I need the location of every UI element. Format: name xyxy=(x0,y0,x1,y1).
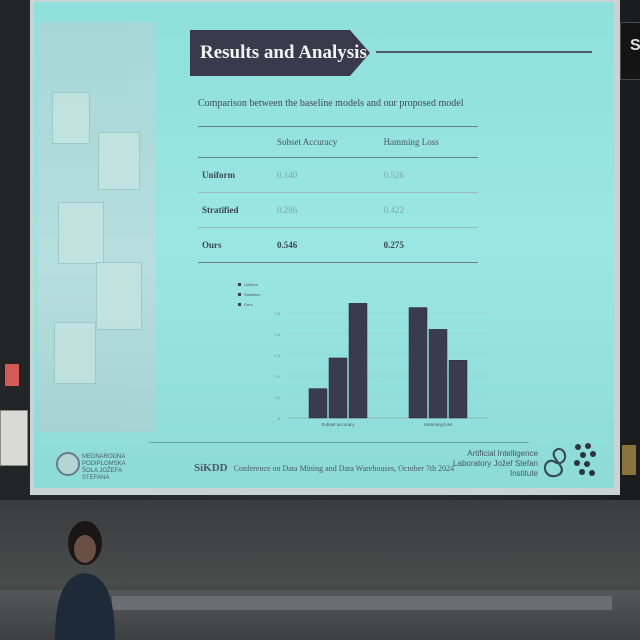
slide-footer: SiKDD Conference on Data Mining and Data… xyxy=(194,462,454,474)
institute-dots-icon xyxy=(574,443,596,476)
bar-stratified-0 xyxy=(328,357,348,419)
footer-rule xyxy=(149,442,529,443)
conference-text: Conference on Data Mining and Data Wareh… xyxy=(233,464,455,473)
table-header-cell: Subset Accuracy xyxy=(273,126,380,158)
decor-document xyxy=(58,202,104,264)
y-tick-label: 0.2 xyxy=(274,374,280,379)
projected-slide: Results and Analysis Comparison between … xyxy=(34,2,614,488)
bar-ours-0 xyxy=(348,303,368,419)
bar-uniform-0 xyxy=(308,388,328,419)
bar-ours-1 xyxy=(448,360,468,419)
hamming-loss-cell: 0.422 xyxy=(379,192,478,228)
right-wall-item xyxy=(622,445,636,475)
y-tick-label: 0.4 xyxy=(274,332,280,337)
conference-abbrev: SiKDD xyxy=(194,462,228,474)
bar-uniform-1 xyxy=(408,307,428,419)
y-tick-label: 0.5 xyxy=(274,311,280,316)
school-seal-icon xyxy=(56,452,80,476)
corner-label-box: S xyxy=(620,22,640,80)
corner-label: S xyxy=(630,37,640,54)
bench-rail xyxy=(112,596,612,610)
table-header-row: Subset Accuracy Hamming Loss xyxy=(198,126,478,158)
school-name: MEDNARODNA PODIPLOMSKA ŠOLA JOŽEFA STEFA… xyxy=(82,454,126,481)
table-row: Uniform 0.140 0.526 xyxy=(198,157,478,193)
results-table: Subset Accuracy Hamming Loss Uniform 0.1… xyxy=(198,126,478,263)
wall-exit-sign xyxy=(5,364,19,386)
slide-title: Results and Analysis xyxy=(200,42,367,63)
legend-swatch xyxy=(238,293,241,296)
decor-document xyxy=(52,92,90,144)
slide-left-decor-strip xyxy=(38,22,156,432)
subset-accuracy-cell: 0.286 xyxy=(273,192,380,228)
wall-notice xyxy=(0,410,28,466)
table-header-cell xyxy=(198,126,273,158)
decor-document xyxy=(98,132,140,190)
row-label: Ours xyxy=(198,227,273,263)
x-tick-label: Hamming loss xyxy=(424,422,453,427)
hamming-loss-cell: 0.526 xyxy=(379,157,478,193)
row-label: Stratified xyxy=(198,192,273,228)
lab-name: Artificial Intelligence Laboratory Jožef… xyxy=(453,449,538,478)
slide-subtitle: Comparison between the baseline models a… xyxy=(198,98,464,109)
title-banner-arrow xyxy=(350,30,370,76)
y-tick-label: 0 xyxy=(278,416,281,421)
row-label: Uniform xyxy=(198,157,273,193)
title-rule xyxy=(376,51,592,53)
x-tick-label: Subset accuracy xyxy=(321,422,355,427)
y-tick-label: 0.3 xyxy=(274,353,280,358)
legend-swatch xyxy=(238,283,241,286)
hamming-loss-cell: 0.275 xyxy=(379,227,478,263)
legend-label: Ours xyxy=(244,302,253,307)
y-tick-label: 0.1 xyxy=(274,395,280,400)
legend-swatch xyxy=(238,303,241,306)
subset-accuracy-cell: 0.140 xyxy=(273,157,380,193)
bar-stratified-1 xyxy=(428,329,448,419)
subset-accuracy-cell: 0.546 xyxy=(273,227,380,263)
legend-label: Stratified xyxy=(244,292,260,297)
lab-logo-icon xyxy=(543,447,567,478)
decor-document xyxy=(96,262,142,330)
title-banner xyxy=(190,30,350,76)
table-row: Stratified 0.286 0.422 xyxy=(198,192,478,228)
audience-person xyxy=(55,521,115,640)
table-header-cell: Hamming Loss xyxy=(379,126,478,158)
legend-label: Uniform xyxy=(244,282,259,287)
results-bar-chart: 0 0.1 0.2 0.3 0.4 0.5 Subset accuracy Hamming l… xyxy=(238,282,488,427)
table-row: Ours 0.546 0.275 xyxy=(198,227,478,263)
decor-document xyxy=(54,322,96,384)
